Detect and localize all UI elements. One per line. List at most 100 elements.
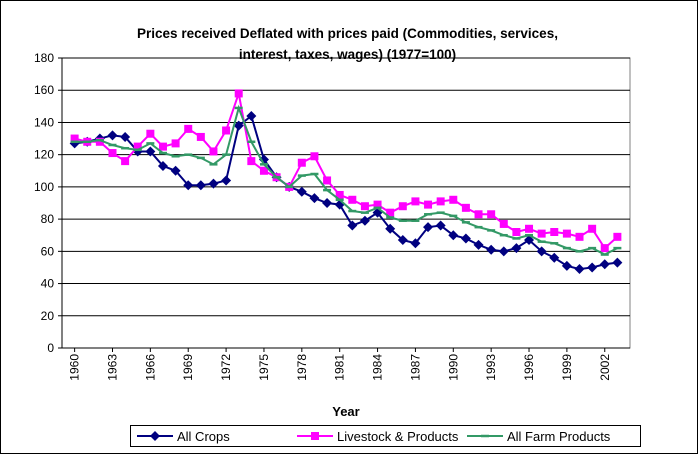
point: [183, 180, 194, 191]
x-axis-label: Year: [332, 404, 359, 419]
point: [486, 244, 497, 255]
x-tick-label: 1966: [143, 354, 157, 381]
point: [397, 235, 408, 246]
point: [221, 175, 232, 186]
y-tick-label: 60: [41, 244, 55, 258]
point: [373, 200, 382, 209]
y-tick-label: 120: [34, 148, 54, 162]
point: [435, 220, 446, 231]
point: [461, 203, 470, 212]
point: [587, 262, 598, 273]
point: [359, 215, 370, 226]
x-tick-label: 1999: [560, 354, 574, 381]
point: [424, 200, 433, 209]
legend-label: All Farm Products: [507, 429, 611, 444]
x-tick-label: 1987: [408, 354, 422, 381]
y-tick-label: 100: [34, 180, 54, 194]
point: [487, 210, 496, 219]
point: [171, 139, 180, 148]
point: [511, 243, 522, 254]
x-tick-label: 1996: [522, 354, 536, 381]
point: [70, 134, 79, 143]
point: [411, 197, 420, 206]
plot-area: [61, 57, 631, 349]
point: [612, 257, 623, 268]
x-tick-label: 1963: [105, 354, 119, 381]
point: [498, 246, 509, 257]
point: [574, 264, 585, 275]
point: [499, 219, 508, 228]
point: [599, 259, 610, 270]
point: [170, 165, 181, 176]
point: [133, 142, 142, 151]
y-tick-label: 80: [41, 212, 55, 226]
point: [196, 132, 205, 141]
point: [121, 157, 130, 166]
point: [600, 244, 609, 253]
point: [347, 220, 358, 231]
y-tick-label: 140: [34, 115, 54, 129]
x-tick-label: 1969: [181, 354, 195, 381]
point: [474, 210, 483, 219]
point: [549, 252, 560, 263]
point: [222, 126, 231, 135]
legend-item: All Crops: [137, 429, 230, 444]
point: [209, 147, 218, 156]
point: [550, 228, 559, 236]
point: [234, 89, 243, 98]
point: [310, 152, 319, 161]
point: [448, 230, 459, 241]
chart-title: Prices received Deflated with prices pai…: [137, 26, 558, 62]
legend-marker: [311, 432, 319, 440]
point: [208, 178, 219, 189]
point: [398, 202, 407, 211]
point: [146, 129, 155, 138]
point: [158, 142, 167, 151]
point: [157, 160, 168, 171]
x-tick-label: 1972: [219, 354, 233, 381]
point: [460, 233, 471, 244]
legend-label: Livestock & Products: [337, 429, 459, 444]
point: [473, 239, 484, 250]
point: [423, 222, 434, 233]
legend-label: All Crops: [177, 429, 230, 444]
point: [246, 111, 257, 121]
point: [95, 137, 104, 146]
point: [385, 223, 396, 234]
point: [436, 197, 445, 206]
point: [323, 176, 332, 185]
point: [195, 180, 206, 191]
point: [145, 146, 156, 157]
legend-item: Livestock & Products: [297, 429, 459, 444]
legend-box: [130, 425, 641, 447]
x-tick-label: 1975: [257, 354, 271, 381]
y-tick-label: 20: [41, 309, 55, 323]
point: [107, 130, 118, 141]
x-tick-label: 1984: [371, 354, 385, 381]
point: [561, 260, 572, 271]
y-tick-label: 180: [34, 51, 54, 65]
legend-item: All Farm Products: [467, 429, 611, 444]
point: [322, 198, 333, 208]
y-tick-label: 160: [34, 83, 54, 97]
point: [259, 166, 268, 175]
x-tick-label: 1960: [68, 354, 82, 381]
point: [184, 124, 193, 133]
point: [410, 238, 421, 249]
point: [512, 228, 521, 236]
point: [360, 202, 369, 211]
point: [297, 158, 306, 167]
point: [449, 195, 458, 204]
point: [386, 208, 395, 217]
point: [247, 157, 256, 166]
point: [120, 131, 131, 142]
point: [296, 186, 307, 197]
legend-marker: [150, 431, 160, 441]
point: [537, 229, 546, 238]
point: [233, 120, 244, 131]
y-tick-label: 0: [47, 341, 54, 355]
point: [562, 229, 571, 238]
x-tick-label: 1990: [446, 354, 460, 381]
